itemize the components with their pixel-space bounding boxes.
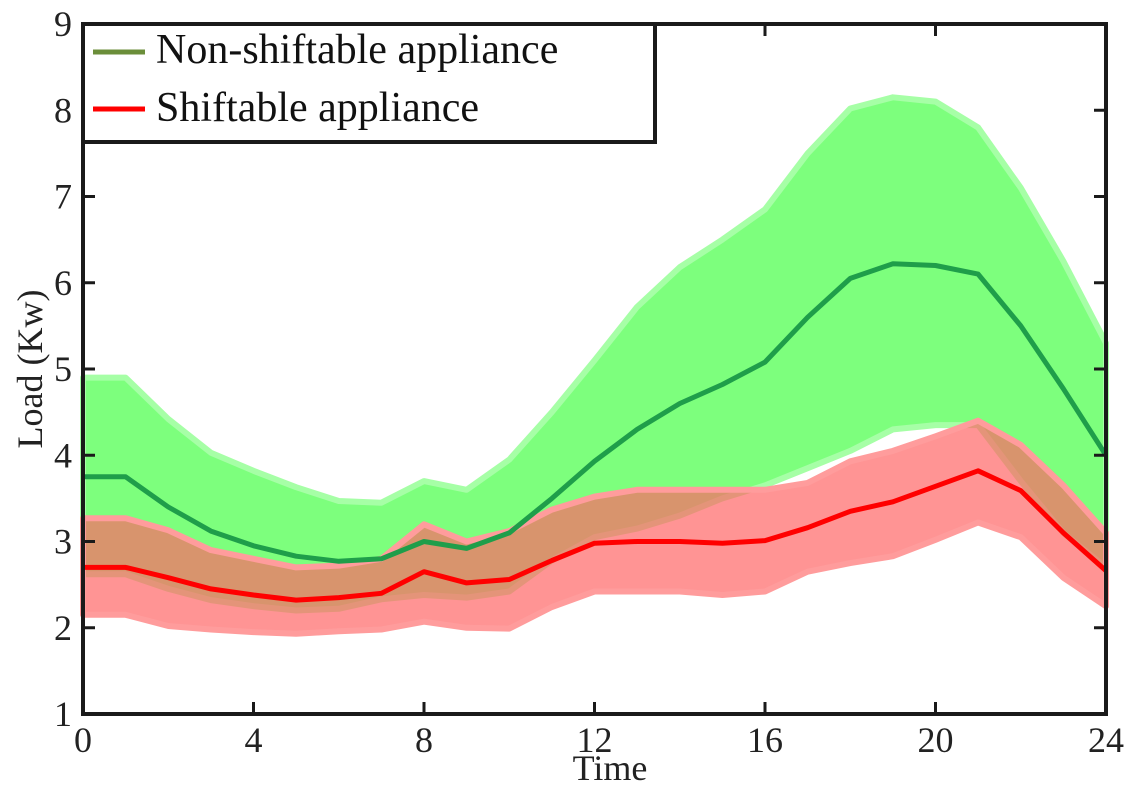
x-tick-label: 4 (245, 720, 263, 760)
x-tick-label: 8 (415, 720, 433, 760)
line-series-1 (83, 468, 1108, 603)
y-tick-label: 3 (54, 522, 72, 562)
series-lines (83, 261, 1109, 603)
legend-label-non-shiftable: Non-shiftable appliance (156, 27, 558, 73)
y-tick-label: 2 (54, 608, 72, 648)
confidence-bands (80, 94, 1109, 637)
y-tick-label: 8 (54, 90, 72, 130)
y-tick-label: 5 (54, 349, 72, 389)
legend-label-shiftable: Shiftable appliance (156, 85, 479, 131)
x-axis-title: Time (573, 748, 648, 788)
x-tick-label: 12 (577, 720, 613, 760)
x-tick-label: 0 (74, 720, 92, 760)
x-tick-label: 24 (1088, 720, 1124, 760)
x-tick-label: 20 (918, 720, 954, 760)
line-series-0 (83, 261, 1109, 564)
y-tick-label: 6 (54, 263, 72, 303)
y-tick-label: 1 (54, 694, 72, 734)
y-tick-label: 7 (54, 177, 72, 217)
y-tick-label: 4 (54, 435, 72, 475)
legend-box (81, 22, 657, 144)
x-tick-label: 16 (747, 720, 783, 760)
y-axis-title: Load (Kw) (10, 290, 50, 449)
legend: Non-shiftable appliance Shiftable applia… (81, 22, 657, 144)
y-tick-label: 9 (54, 4, 72, 44)
